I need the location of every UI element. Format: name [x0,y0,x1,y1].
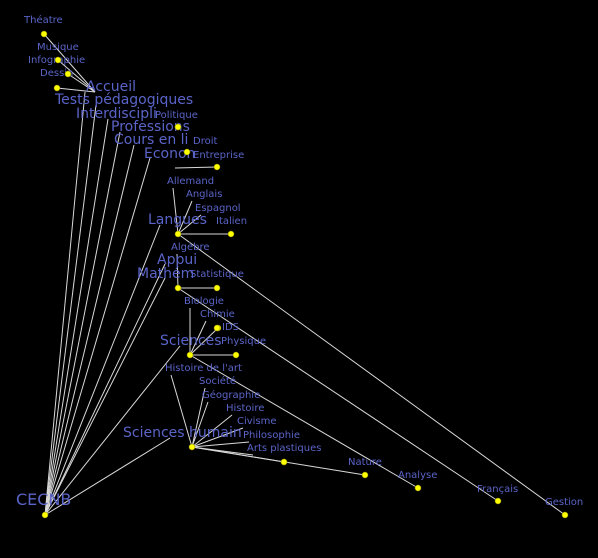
leaf-node-dot[interactable] [232,351,240,359]
edge-hub-to-leaf [191,441,250,448]
leaf-node-label[interactable]: Philosophie [243,430,300,441]
leaf-node-label[interactable]: IDS [222,322,239,333]
edge-hub-to-leaf [172,187,179,235]
edge-leaf-to-group [56,87,96,93]
group-node-label[interactable]: Langues [148,212,207,228]
leaf-node-dot[interactable] [213,284,221,292]
group-hub-dot[interactable] [174,284,182,292]
edge-hub-to-leaf [189,354,419,489]
edge-hub-to-leaf [191,387,206,448]
group-node-label[interactable]: Econon [144,146,195,162]
leaf-node-label[interactable]: Analyse [398,470,437,481]
edge-hub-to-leaf [177,200,193,235]
leaf-node-label[interactable]: Droit [193,136,217,147]
group-hub-dot[interactable] [186,351,194,359]
leaf-node-dot[interactable] [64,70,72,78]
edge-hub-to-leaf [191,427,244,448]
edge-hub-to-leaf [189,320,207,356]
group-node-label[interactable]: Cours en li [114,132,188,148]
leaf-node-label[interactable]: Physique [221,336,266,347]
leaf-node-label[interactable]: Biologie [184,296,224,307]
leaf-node-label[interactable]: Dessin [40,68,73,79]
leaf-node-label[interactable]: Histoire [226,403,264,414]
leaf-node-dot[interactable] [53,84,61,92]
edge-leaf-to-group [43,33,96,93]
leaf-node-dot[interactable] [40,30,48,38]
edge-hub-to-leaf [176,253,179,289]
group-node-label[interactable]: Tests pédagogiques [54,92,193,108]
edge-root-to-group [44,277,166,516]
leaf-node-dot[interactable] [183,148,191,156]
leaf-node-label[interactable]: Allemand [167,176,214,187]
leaf-node-label[interactable]: Histoire de l'art [165,363,242,374]
edge-hub-to-leaf [189,327,219,356]
leaf-node-label[interactable]: Nature [348,457,382,468]
leaf-node-dot[interactable] [213,324,221,332]
leaf-node-label[interactable]: Théatre [23,14,63,26]
group-node-label[interactable]: Professions [111,119,190,135]
edge-hub-to-leaf [191,414,233,448]
leaf-node-label[interactable]: Statistique [190,269,244,280]
leaf-node-label[interactable]: Géographie [202,389,260,401]
leaf-node-dot[interactable] [414,484,422,492]
leaf-node-dot[interactable] [561,511,569,519]
leaf-node-label[interactable]: Anglais [186,189,222,200]
edge-root-to-group [44,131,121,516]
edge-hub-to-leaf [191,401,209,448]
group-node-label[interactable]: Sciences humain [123,425,242,441]
leaf-node-label[interactable]: Espagnol [195,203,241,214]
leaf-node-label[interactable]: Arts plastiques [247,443,321,454]
edge-hub-to-leaf [177,214,202,235]
leaf-node-label[interactable]: Algèbre [171,241,210,253]
edge-leaf-to-group [67,73,96,93]
leaf-node-label[interactable]: Entreprise [193,150,244,161]
leaf-node-dot[interactable] [227,230,235,238]
leaf-node-dot[interactable] [213,163,221,171]
leaf-node-dot[interactable] [361,471,369,479]
edge-root-to-group [44,345,181,516]
edge-hub-to-leaf [170,374,193,448]
group-node-label[interactable]: Sciences [160,333,222,349]
group-node-label[interactable]: Mathém [137,266,194,282]
leaf-node-dot[interactable] [174,123,182,131]
edge-hub-to-leaf [174,166,218,169]
leaf-node-dot[interactable] [54,56,62,64]
leaf-node-dot[interactable] [280,458,288,466]
edge-root-to-group [44,118,109,516]
group-node-label[interactable]: Appui [157,252,197,268]
leaf-node-label[interactable]: Musique [37,42,79,53]
leaf-node-label[interactable]: Gestion [545,497,583,508]
leaf-node-label[interactable]: Civisme [237,416,277,427]
root-node-label[interactable]: CECNB [16,490,71,509]
leaf-node-label[interactable]: Chimie [200,309,235,320]
leaf-node-label[interactable]: Italien [216,216,247,227]
edge-hub-to-leaf [177,287,499,502]
edge-root-to-group [44,437,171,516]
edge-hub-to-leaf [191,446,285,463]
edge-hub-to-leaf [177,233,566,516]
group-hub-dot[interactable] [174,230,182,238]
leaf-node-dot[interactable] [494,497,502,505]
edge-root-to-group [44,104,97,516]
edge-root-to-group [44,91,86,516]
leaf-node-label[interactable]: Politique [155,110,198,121]
edge-leaf-to-group [57,59,96,93]
edge-root-to-group [44,144,135,516]
group-node-label[interactable]: Interdiscipli [76,106,157,122]
edge-root-to-group [44,224,161,516]
leaf-node-label[interactable]: Français [477,484,518,495]
edge-root-to-group [44,263,166,516]
group-hub-dot[interactable] [188,443,196,451]
leaf-node-label[interactable]: Société [199,375,236,387]
root-node-dot[interactable] [41,511,49,519]
edge-root-to-group [44,157,151,516]
group-node-label[interactable]: Accueil [86,79,136,95]
